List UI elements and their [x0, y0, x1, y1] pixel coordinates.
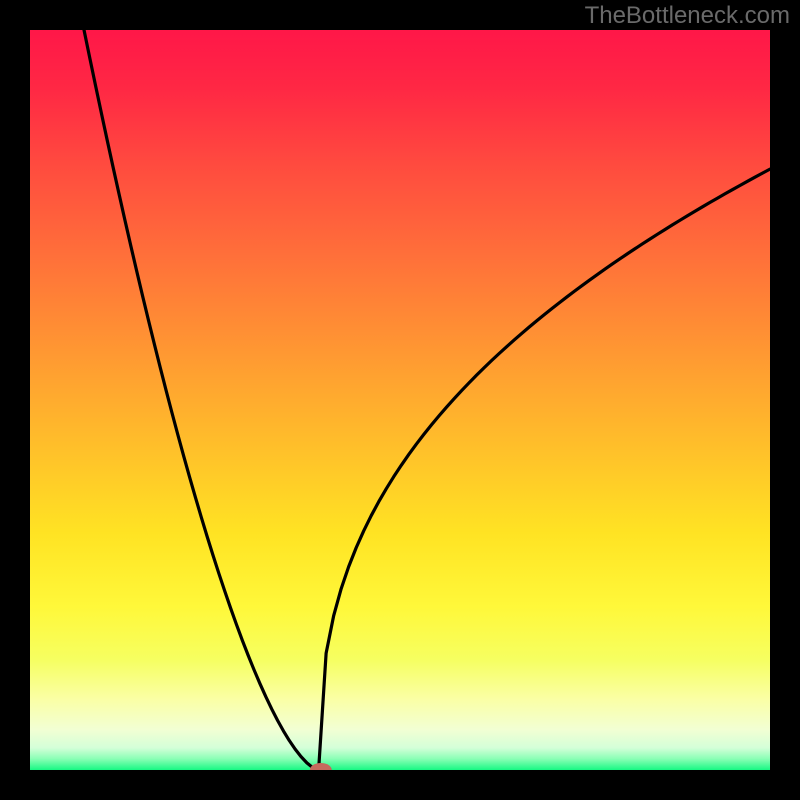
chart-frame: TheBottleneck.com	[0, 0, 800, 800]
plot-svg	[30, 30, 770, 770]
watermark-text: TheBottleneck.com	[585, 2, 790, 30]
plot-area	[30, 30, 770, 770]
gradient-background	[30, 30, 770, 770]
